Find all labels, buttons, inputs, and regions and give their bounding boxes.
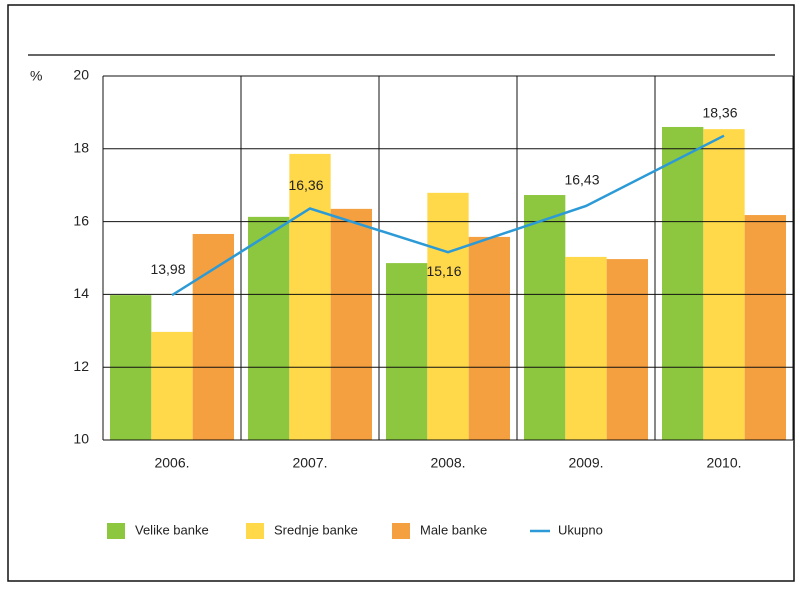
legend-label: Srednje banke <box>274 522 358 537</box>
bar <box>468 236 510 440</box>
bar <box>427 192 469 440</box>
legend-swatch <box>246 523 264 539</box>
legend-label: Velike banke <box>135 522 209 537</box>
bar <box>248 216 290 440</box>
data-label: 18,36 <box>702 104 737 120</box>
bar <box>386 263 428 440</box>
legend-swatch <box>392 523 410 539</box>
y-tick-label: 10 <box>73 431 89 447</box>
bar <box>524 195 566 440</box>
bar <box>662 126 704 441</box>
y-tick-label: 14 <box>73 285 89 301</box>
x-tick-label: 2006. <box>154 455 189 471</box>
bar <box>565 256 607 440</box>
x-tick-label: 2007. <box>292 455 327 471</box>
legend-swatch <box>107 523 125 539</box>
data-label: 13,98 <box>150 261 185 277</box>
legend-label: Male banke <box>420 522 487 537</box>
data-label: 16,43 <box>564 172 599 188</box>
line-series <box>171 134 725 297</box>
bar <box>744 215 786 440</box>
legend-label: Ukupno <box>558 522 603 537</box>
bar <box>192 233 234 440</box>
data-label: 15,16 <box>426 263 461 279</box>
bar <box>289 153 331 440</box>
y-axis-label: % <box>30 68 42 84</box>
bar <box>330 208 372 440</box>
frame <box>7 4 795 582</box>
x-tick-label: 2008. <box>430 455 465 471</box>
bar <box>151 331 193 440</box>
x-tick-label: 2010. <box>706 455 741 471</box>
bar <box>606 259 648 440</box>
y-tick-label: 16 <box>73 212 89 228</box>
y-tick-label: 20 <box>73 67 89 83</box>
bar <box>703 129 745 441</box>
data-label: 16,36 <box>288 177 323 193</box>
x-tick-label: 2009. <box>568 455 603 471</box>
y-tick-label: 18 <box>73 140 89 156</box>
y-tick-label: 12 <box>73 358 89 374</box>
